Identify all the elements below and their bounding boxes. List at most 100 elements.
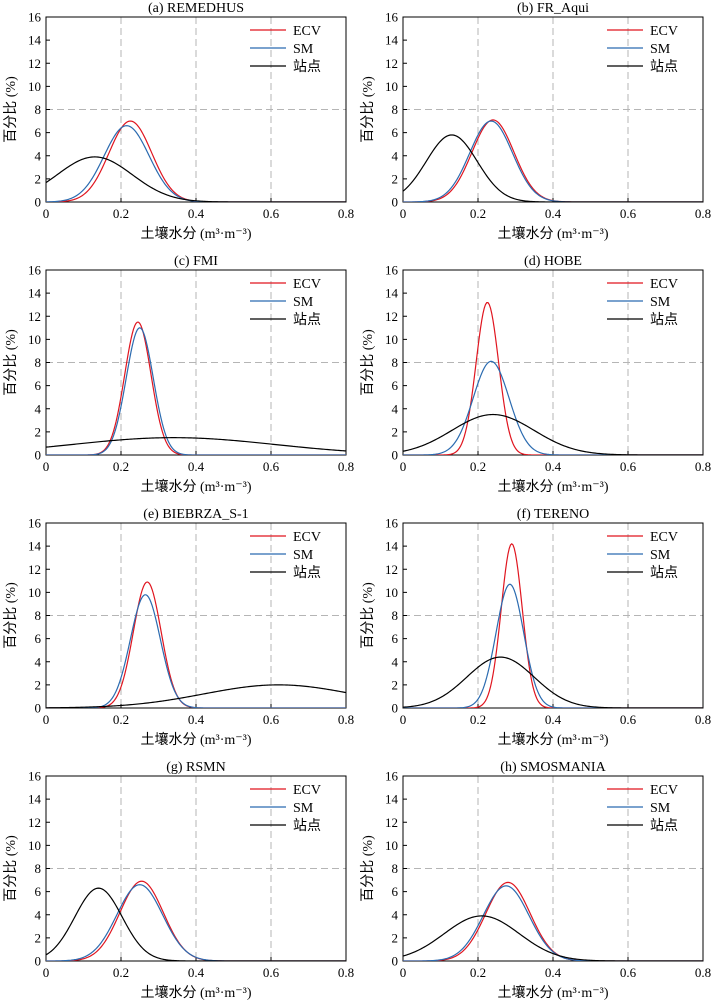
chart-6-ytick-label: 10 bbox=[385, 585, 398, 600]
chart-5-ytick-label: 4 bbox=[35, 654, 42, 669]
chart-3-series-station bbox=[46, 437, 346, 452]
chart-3-ytick-label: 2 bbox=[35, 424, 42, 439]
chart-2-legend-label-station: 站点 bbox=[650, 59, 678, 75]
chart-2-ylabel: 百分比 (%) bbox=[360, 76, 376, 143]
chart-2-ytick-label: 4 bbox=[392, 148, 399, 163]
chart-4-legend: ECV SM 站点 bbox=[607, 277, 678, 328]
chart-7-title: (g) RSMN bbox=[166, 760, 226, 775]
chart-1-xtick-label: 0.6 bbox=[263, 206, 280, 221]
chart-2-series-sm bbox=[403, 120, 703, 202]
chart-4-xtick-label: 0.8 bbox=[695, 459, 711, 474]
chart-3-xtick-label: 0.2 bbox=[113, 459, 129, 474]
chart-1-xtick-label: 0.4 bbox=[188, 206, 205, 221]
chart-3-title: (c) FMI bbox=[174, 254, 218, 269]
chart-6-series-ecv bbox=[403, 542, 703, 708]
chart-4-ylabel: 百分比 (%) bbox=[360, 329, 376, 396]
chart-5-series-sm bbox=[46, 594, 346, 708]
chart-5-title: (e) BIEBRZA_S-1 bbox=[143, 507, 248, 522]
chart-7-ytick-label: 10 bbox=[28, 838, 41, 853]
chart-8-legend-label-sm: SM bbox=[650, 801, 671, 816]
chart-8-ytick-label: 8 bbox=[392, 861, 399, 876]
chart-3-series-sm bbox=[46, 327, 346, 455]
chart-2-title: (b) FR_Aqui bbox=[517, 1, 589, 16]
chart-4-ytick-label: 0 bbox=[392, 448, 399, 463]
chart-5-xtick-label: 0.2 bbox=[113, 712, 129, 727]
chart-2-ytick-label: 16 bbox=[385, 10, 399, 25]
chart-6-ytick-label: 4 bbox=[392, 654, 399, 669]
chart-4-xtick-label: 0 bbox=[400, 459, 407, 474]
chart-1-ytick-label: 4 bbox=[35, 148, 42, 163]
chart-3-xlabel: 土壤水分 (m³·m⁻³) bbox=[140, 478, 251, 495]
chart-6-xtick-label: 0 bbox=[400, 712, 407, 727]
chart-7-ylabel: 百分比 (%) bbox=[3, 835, 19, 902]
chart-6-xtick-label: 0.6 bbox=[620, 712, 637, 727]
chart-4-ytick-label: 4 bbox=[392, 401, 399, 416]
chart-4-series-sm bbox=[403, 360, 703, 455]
chart-8: 0 0.2 0.4 0.6 0.8 0 2 4 6 8 10 12 14 16 (h) SMOSMANIA 土… bbox=[360, 760, 711, 1001]
chart-3-legend-label-sm: SM bbox=[293, 295, 314, 310]
chart-7-ytick-label: 12 bbox=[28, 815, 41, 830]
chart-8-ytick-label: 16 bbox=[385, 769, 399, 784]
chart-8-legend: ECV SM 站点 bbox=[607, 783, 678, 834]
chart-5-ylabel: 百分比 (%) bbox=[3, 582, 19, 649]
chart-7-legend-label-station: 站点 bbox=[293, 818, 321, 834]
chart-2-ytick-label: 2 bbox=[392, 171, 399, 186]
chart-2: 0 0.2 0.4 0.6 0.8 0 2 4 6 8 10 12 14 16 (b) FR_Aqui 土壤水… bbox=[360, 1, 711, 242]
chart-7-ytick-label: 6 bbox=[35, 884, 42, 899]
chart-1-ytick-label: 12 bbox=[28, 56, 41, 71]
chart-3: 0 0.2 0.4 0.6 0.8 0 2 4 6 8 10 12 14 16 (c) FMI 土壤水分 (m… bbox=[3, 254, 354, 495]
chart-6: 0 0.2 0.4 0.6 0.8 0 2 4 6 8 10 12 14 16 (f) TERENO 土壤水分… bbox=[360, 507, 711, 748]
chart-5-ytick-label: 0 bbox=[35, 701, 42, 716]
chart-3-xtick-label: 0.8 bbox=[338, 459, 354, 474]
chart-8-ytick-label: 0 bbox=[392, 954, 399, 969]
chart-3-ytick-label: 4 bbox=[35, 401, 42, 416]
chart-1-xtick-label: 0.2 bbox=[113, 206, 129, 221]
chart-6-ylabel: 百分比 (%) bbox=[360, 582, 376, 649]
chart-8-xtick-label: 0.8 bbox=[695, 965, 711, 980]
chart-4-legend-label-station: 站点 bbox=[650, 312, 678, 328]
chart-3-xtick-label: 0.6 bbox=[263, 459, 280, 474]
chart-2-ytick-label: 14 bbox=[385, 33, 399, 48]
chart-7-ytick-label: 8 bbox=[35, 861, 42, 876]
chart-5-legend-label-ecv: ECV bbox=[293, 530, 321, 545]
chart-1-ytick-label: 0 bbox=[35, 195, 42, 210]
chart-2-xtick-label: 0.8 bbox=[695, 206, 711, 221]
chart-4-ytick-label: 10 bbox=[385, 332, 398, 347]
chart-6-series-sm bbox=[403, 583, 703, 708]
chart-1-legend-label-sm: SM bbox=[293, 42, 314, 57]
chart-6-legend-label-station: 站点 bbox=[650, 565, 678, 581]
chart-1-ytick-label: 10 bbox=[28, 79, 41, 94]
chart-7-legend-label-sm: SM bbox=[293, 801, 314, 816]
chart-7-ytick-label: 16 bbox=[28, 769, 42, 784]
chart-1-legend-label-ecv: ECV bbox=[293, 24, 321, 39]
chart-6-legend-label-ecv: ECV bbox=[650, 530, 678, 545]
chart-6-series-station bbox=[403, 656, 703, 708]
chart-1-ytick-label: 2 bbox=[35, 171, 42, 186]
chart-6-ytick-label: 12 bbox=[385, 562, 398, 577]
chart-5-series-station bbox=[46, 684, 346, 708]
chart-6-ytick-label: 2 bbox=[392, 677, 399, 692]
chart-4-xlabel: 土壤水分 (m³·m⁻³) bbox=[497, 478, 608, 495]
chart-3-ytick-label: 10 bbox=[28, 332, 41, 347]
chart-4-ytick-label: 12 bbox=[385, 309, 398, 324]
chart-6-legend-label-sm: SM bbox=[650, 548, 671, 563]
chart-3-legend-label-ecv: ECV bbox=[293, 277, 321, 292]
chart-1-ytick-label: 6 bbox=[35, 125, 42, 140]
chart-4-xtick-label: 0.2 bbox=[470, 459, 486, 474]
chart-4-title: (d) HOBE bbox=[524, 254, 582, 269]
chart-8-ytick-label: 6 bbox=[392, 884, 399, 899]
chart-7-ytick-label: 0 bbox=[35, 954, 42, 969]
chart-5-ytick-label: 14 bbox=[28, 539, 42, 554]
chart-6-ytick-label: 16 bbox=[385, 516, 399, 531]
chart-4-legend-label-sm: SM bbox=[650, 295, 671, 310]
chart-8-legend-label-ecv: ECV bbox=[650, 783, 678, 798]
chart-1-xtick-label: 0 bbox=[43, 206, 50, 221]
chart-4-legend-label-ecv: ECV bbox=[650, 277, 678, 292]
chart-7-xtick-label: 0.8 bbox=[338, 965, 354, 980]
chart-6-xtick-label: 0.4 bbox=[545, 712, 562, 727]
chart-6-xtick-label: 0.2 bbox=[470, 712, 486, 727]
chart-7-series-sm bbox=[46, 884, 346, 961]
chart-5-ytick-label: 2 bbox=[35, 677, 42, 692]
chart-8-xlabel: 土壤水分 (m³·m⁻³) bbox=[497, 984, 608, 1001]
chart-6-ytick-label: 14 bbox=[385, 539, 399, 554]
